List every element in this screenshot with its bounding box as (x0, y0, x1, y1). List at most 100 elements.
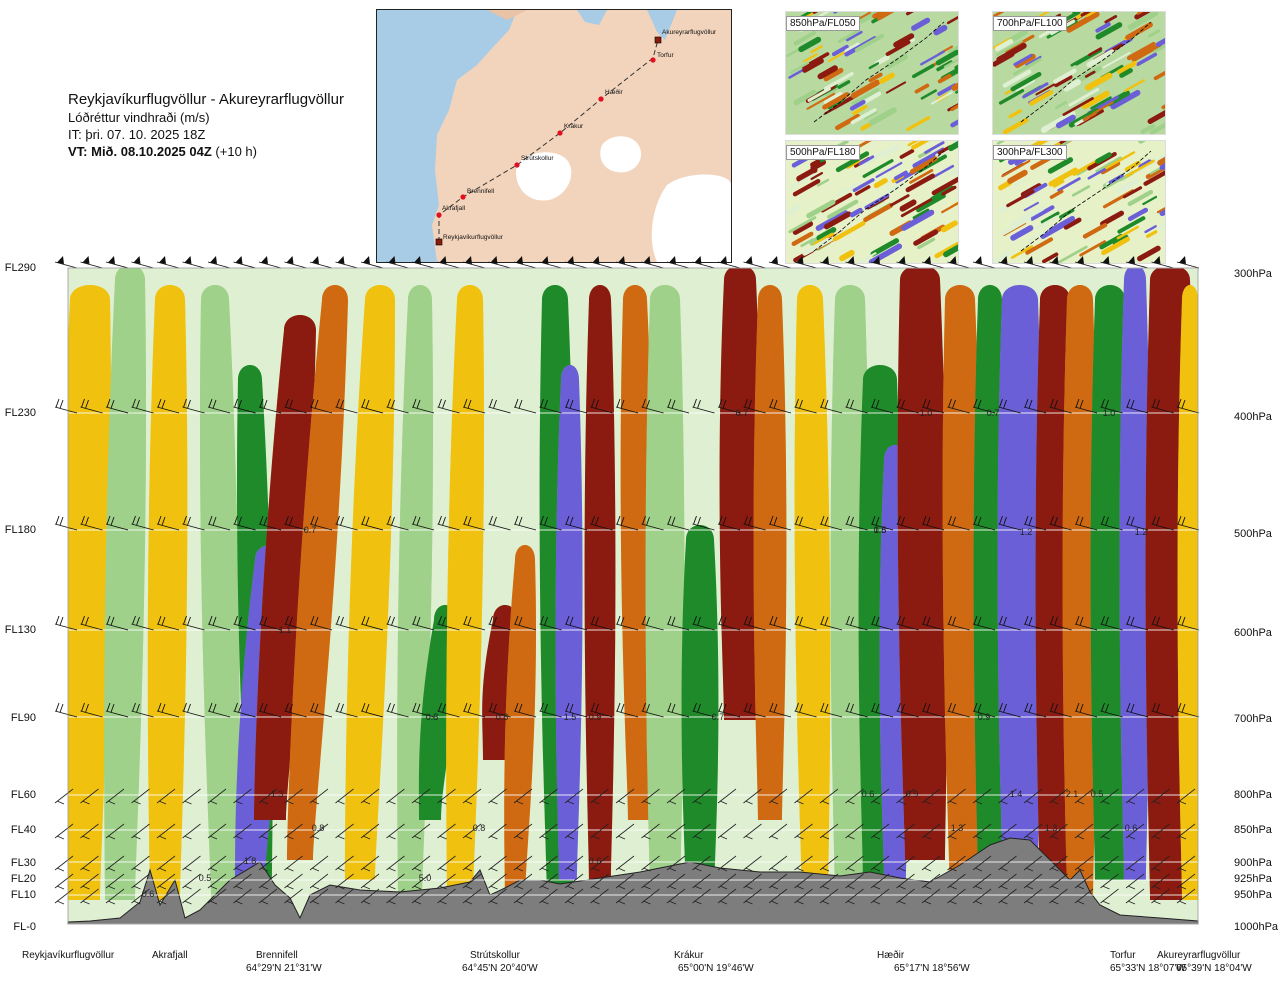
mini-map-streak (996, 141, 1006, 145)
mini-map-streak (1148, 29, 1161, 38)
fl-label-290: FL290 (4, 262, 36, 274)
wind-barb (794, 256, 817, 269)
wind-barb (513, 615, 537, 631)
wind-barb (896, 855, 915, 872)
mini-map-streak (868, 107, 897, 126)
route-map-svg: Akureyrarflugvöllur Torfur Hæðir Krákur Strú… (377, 10, 731, 262)
mini-map-streak (788, 216, 817, 234)
extreme-value-label: 1.3 (951, 823, 964, 833)
wind-barbs (54, 256, 1200, 905)
wind-barb (666, 398, 690, 414)
wind-barb (1074, 788, 1094, 805)
wind-barb (564, 256, 588, 269)
hpa-label-900: 900hPa (1234, 857, 1272, 869)
mini-map-streak (1068, 88, 1100, 107)
wind-barb (539, 888, 558, 905)
wind-barb (156, 823, 176, 840)
mini-map-streak (861, 91, 882, 105)
coord-torfur: 65°33'N 18°07'W (1110, 963, 1186, 974)
wind-barb (768, 855, 788, 872)
wind-barb (870, 515, 894, 531)
fl-label-40: FL40 (10, 824, 36, 836)
wind-barb (488, 855, 507, 872)
wind-barb (717, 823, 737, 840)
wind-barb (207, 823, 227, 840)
field-band (254, 315, 316, 820)
wind-barb (54, 823, 74, 840)
mini-map-streak (1084, 72, 1113, 91)
wind-barb (794, 888, 813, 905)
mini-map-streak (862, 149, 888, 166)
mini-map-streak (885, 40, 911, 56)
field-band (504, 545, 537, 900)
mini-map-500: 500hPa/FL180 (785, 140, 959, 264)
route-waypoint-label: Reykjavíkurflugvöllur (443, 234, 504, 241)
wind-barb (972, 702, 996, 718)
mini-map-streak (1047, 157, 1074, 174)
wind-barb (947, 873, 966, 890)
wind-barb (615, 702, 639, 718)
wind-barb (258, 823, 278, 840)
wind-barb (972, 855, 992, 872)
mini-map-streak (793, 89, 817, 106)
mini-map-streak (817, 65, 838, 80)
wind-barb (258, 515, 282, 531)
wind-barb (437, 515, 460, 531)
wind-barb (386, 873, 405, 890)
mini-map-streak (1048, 167, 1079, 187)
wind-barb (896, 888, 915, 905)
extreme-value-label: 0.7 (736, 408, 749, 418)
wind-barb (921, 398, 945, 414)
mini-map-streak (1125, 159, 1155, 178)
wind-barb (335, 873, 354, 890)
field-band (897, 268, 948, 860)
wind-barb (360, 873, 380, 890)
wind-barb (615, 788, 635, 805)
mini-map-streak (815, 12, 830, 20)
wind-barb (1176, 515, 1200, 531)
wind-barb (513, 873, 533, 890)
wind-barb (590, 398, 613, 414)
fl-label-30: FL30 (10, 857, 36, 869)
coord-brennifell: 64°29'N 21°31'W (246, 963, 322, 974)
wind-barb (1074, 256, 1098, 269)
wind-barb (105, 788, 125, 805)
wind-barb (335, 615, 358, 631)
mini-map-streak (1063, 217, 1082, 230)
mini-map-streak (1010, 71, 1042, 92)
wind-barb (819, 398, 843, 414)
mini-map-route (813, 150, 945, 252)
wind-barb (309, 873, 329, 890)
wind-barb (641, 788, 660, 805)
wind-barb (870, 888, 890, 905)
mini-map-streak (873, 177, 888, 189)
wind-barb (743, 256, 766, 269)
mini-map-streak (1137, 245, 1161, 262)
mini-map-streak (1124, 79, 1145, 92)
wind-barb (972, 873, 992, 890)
wind-barb (131, 256, 154, 269)
mini-map-streak (1082, 222, 1108, 239)
field-band (1090, 285, 1130, 880)
wind-barb (386, 398, 409, 414)
wind-barb (1125, 256, 1149, 269)
mini-map-streak (1057, 245, 1088, 263)
wind-barb (1151, 515, 1174, 531)
wind-barb (717, 702, 741, 718)
wind-barb (768, 823, 788, 840)
field-band (997, 285, 1043, 860)
wind-barb (488, 888, 507, 905)
extreme-value-label: 0.9 (978, 712, 991, 722)
mini-map-streak (1066, 12, 1100, 33)
wind-barb (743, 702, 766, 718)
wind-barb (1151, 256, 1174, 269)
mini-map-streak (899, 199, 917, 212)
mini-map-streak (943, 58, 958, 69)
wind-barb (590, 823, 609, 840)
mini-map-streak (857, 252, 877, 263)
mini-map-streak (1086, 49, 1115, 68)
route-waypoint-label: Torfur (657, 52, 674, 59)
wind-barb (182, 873, 201, 890)
wind-barb (717, 398, 741, 414)
extreme-value-label: 0.7 (987, 408, 1000, 418)
